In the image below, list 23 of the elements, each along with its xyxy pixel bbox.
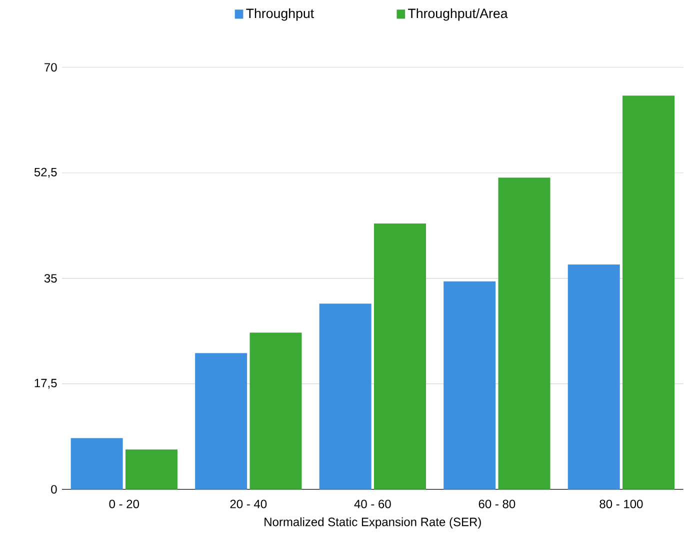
x-tick-label: 20 - 40	[230, 500, 267, 508]
bar	[125, 450, 178, 490]
bar	[319, 304, 372, 490]
bar	[444, 281, 496, 490]
legend-label: Throughput/Area	[408, 8, 508, 21]
legend-label: Throughput	[246, 8, 314, 21]
bar	[195, 353, 248, 490]
bar	[498, 178, 550, 490]
x-tick-label: 0 - 20	[109, 500, 140, 508]
y-tick-label: 70	[44, 63, 57, 72]
bar	[568, 264, 620, 490]
y-tick-label: 35	[44, 274, 57, 283]
y-tick-label: 52,5	[34, 168, 57, 178]
x-tick-label: 80 - 100	[600, 500, 643, 508]
y-tick-label: 0	[51, 485, 57, 494]
x-tick-label: 60 - 80	[478, 500, 516, 508]
bar	[250, 332, 302, 490]
bar	[622, 96, 675, 490]
x-axis-title: Normalized Static Expansion Rate (SER)	[264, 517, 481, 529]
bar	[374, 223, 426, 490]
bar	[70, 438, 123, 490]
y-tick-label: 17,5	[34, 378, 57, 389]
x-tick-label: 40 - 60	[354, 500, 391, 508]
